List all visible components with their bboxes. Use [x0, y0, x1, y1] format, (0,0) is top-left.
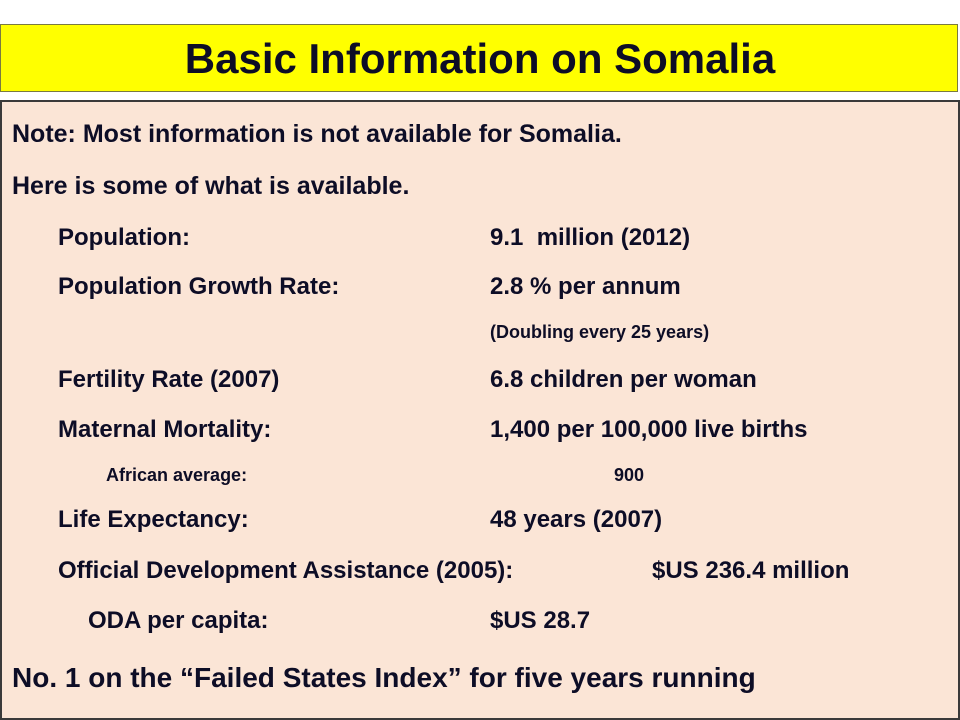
- row-label: African average:: [106, 465, 248, 485]
- row-label: Maternal Mortality:: [58, 416, 272, 443]
- row-label: Population Growth Rate:: [58, 273, 340, 300]
- title-band: Basic Information on Somalia: [0, 24, 958, 92]
- row-note: (Doubling every 25 years): [490, 322, 710, 342]
- row-value: 1,400 per 100,000 live births: [490, 416, 808, 443]
- row-label: Life Expectancy:: [58, 506, 249, 533]
- row-value: 900: [614, 465, 645, 485]
- row-label: ODA per capita:: [88, 607, 269, 634]
- row-value: $US 236.4 million: [652, 557, 850, 584]
- row-value: 9.1 million (2012): [490, 224, 691, 251]
- footer-line: No. 1 on the “Failed States Index” for f…: [12, 662, 756, 693]
- row-value: 6.8 children per woman: [490, 366, 757, 393]
- row-value: $US 28.7: [490, 607, 591, 634]
- row-label: Official Development Assistance (2005):: [58, 557, 514, 584]
- title: Basic Information on Somalia: [184, 35, 776, 82]
- row-value: 2.8 % per annum: [490, 273, 681, 300]
- intro-line: Here is some of what is available.: [12, 172, 410, 200]
- row-value: 48 years (2007): [490, 506, 663, 533]
- row-label: Population:: [58, 224, 190, 251]
- row-label: Fertility Rate (2007): [58, 366, 280, 393]
- content-box: [0, 100, 960, 720]
- note-line: Note: Most information is not available …: [12, 120, 622, 148]
